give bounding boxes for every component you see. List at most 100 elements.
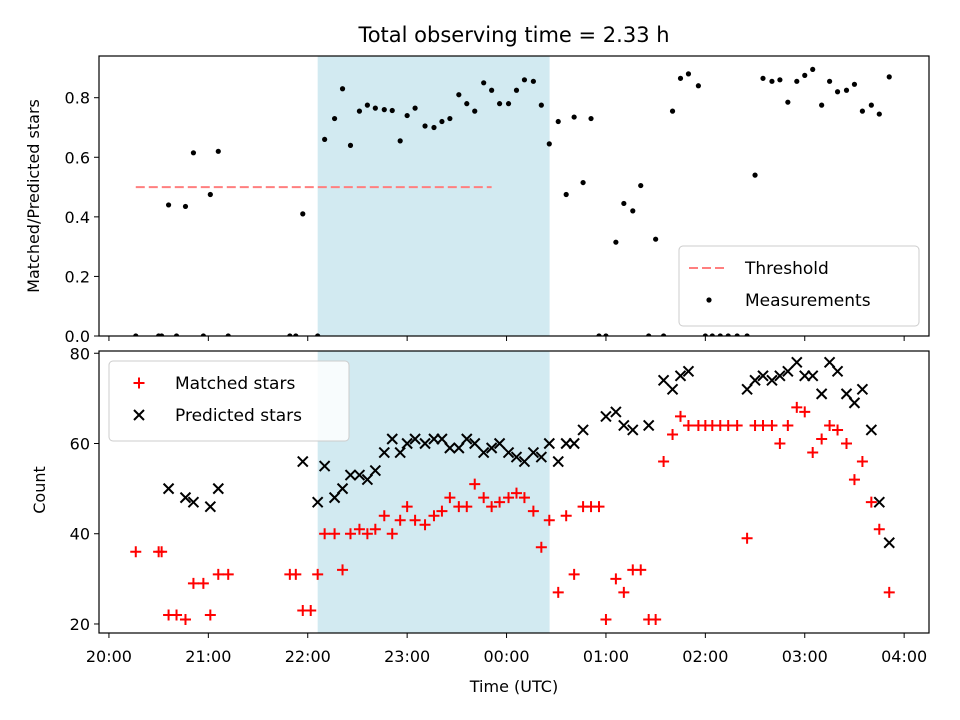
data-point: [287, 333, 293, 336]
x-tick-label: 23:00: [384, 647, 430, 666]
data-point: [757, 370, 769, 382]
data-point: [851, 81, 858, 87]
data-point: [165, 202, 172, 208]
data-point: [815, 388, 828, 400]
data-point: [685, 71, 692, 77]
data-point: [848, 397, 861, 409]
data-point: [731, 419, 743, 431]
data-point: [741, 383, 753, 396]
data-point: [187, 496, 200, 508]
data-point: [204, 500, 217, 513]
data-point: [856, 456, 868, 468]
data-point: [682, 365, 695, 378]
bottom-panel: 20 40 60 80 20:00 21:00 22:00 23:00 00:00 01:00 02…: [30, 344, 930, 696]
data-point: [505, 101, 512, 107]
data-point: [695, 83, 701, 89]
axes-frame: [98, 55, 930, 337]
data-point: [364, 102, 370, 108]
data-point: [717, 333, 723, 336]
data-point: [774, 370, 786, 382]
data-point: [709, 333, 715, 336]
data-point: [658, 456, 670, 468]
data-point: [760, 75, 766, 81]
data-point: [618, 419, 630, 432]
data-point: [777, 77, 783, 83]
data-point: [428, 510, 440, 522]
data-point: [461, 501, 473, 513]
data-point: [810, 66, 816, 73]
plot-content: [133, 56, 892, 336]
y-tick-label: 0.8: [65, 89, 90, 108]
data-point: [331, 115, 338, 122]
data-point: [568, 568, 580, 580]
legend-label: Measurements: [745, 291, 871, 311]
data-point: [412, 105, 418, 111]
x-tick-label: 21:00: [185, 647, 231, 666]
data-point: [204, 609, 216, 621]
data-point: [886, 74, 892, 80]
data-point: [666, 383, 679, 396]
legend-label: Predicted stars: [175, 406, 302, 426]
data-point: [883, 586, 895, 598]
data-point: [865, 496, 877, 508]
data-point: [369, 464, 382, 477]
data-point: [621, 200, 627, 207]
data-point: [734, 333, 740, 336]
x-tick-label: 01:00: [583, 647, 629, 666]
data-point: [447, 115, 453, 122]
data-point: [485, 442, 498, 454]
data-point: [546, 141, 552, 147]
data-point: [527, 446, 540, 459]
data-point: [819, 102, 825, 108]
data-point: [635, 564, 647, 576]
data-point: [481, 80, 487, 86]
data-point: [568, 437, 580, 450]
y-tick-label: 0.6: [65, 148, 90, 167]
data-point: [162, 482, 175, 495]
data-point: [472, 108, 478, 114]
data-point: [824, 419, 836, 431]
data-point: [848, 474, 860, 486]
data-point: [630, 208, 636, 214]
x-axis-label: Time (UTC): [469, 677, 558, 696]
data-point: [518, 492, 530, 504]
data-point: [311, 496, 324, 508]
data-point: [600, 410, 612, 423]
data-point: [469, 437, 481, 450]
x-tick-label: 03:00: [782, 647, 828, 666]
data-point: [840, 388, 853, 400]
data-point: [329, 528, 341, 540]
data-point: [603, 333, 609, 336]
data-point: [538, 102, 544, 108]
data-point: [478, 492, 490, 504]
data-point: [394, 446, 406, 459]
data-point: [667, 428, 679, 440]
data-point: [543, 514, 555, 526]
data-point: [212, 568, 224, 580]
data-point: [806, 370, 819, 382]
legend-dot-swatch: [706, 297, 712, 303]
data-point: [171, 609, 183, 621]
data-point: [401, 437, 413, 450]
data-point: [356, 108, 363, 114]
data-point: [496, 101, 503, 107]
legend-label: Threshold: [744, 259, 829, 279]
data-point: [502, 446, 515, 459]
data-point: [766, 374, 778, 387]
data-point: [816, 433, 828, 445]
data-point: [513, 87, 520, 93]
top-plot-area: 0.0 0.2 0.4 0.6 0.8 Threshold Measurements: [65, 55, 930, 346]
data-point: [225, 333, 231, 336]
y-tick-label: 20: [70, 615, 90, 634]
series-matched-stars: [130, 401, 895, 625]
data-point: [782, 419, 794, 431]
data-point: [535, 451, 548, 463]
data-point: [823, 356, 836, 368]
data-point: [856, 383, 869, 396]
legend-box: [678, 245, 920, 327]
data-point: [344, 528, 356, 540]
data-point: [339, 86, 346, 92]
data-point: [646, 333, 652, 336]
data-point: [378, 510, 390, 522]
legend-label: Matched stars: [175, 374, 295, 394]
